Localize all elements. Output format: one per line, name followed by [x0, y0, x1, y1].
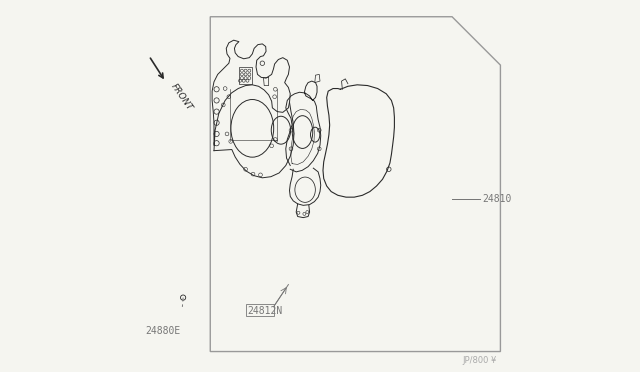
Text: JP/800 ¥: JP/800 ¥ [463, 356, 497, 365]
Text: 24812N: 24812N [248, 306, 283, 315]
Text: FRONT: FRONT [170, 81, 195, 112]
Text: 24810: 24810 [482, 194, 511, 204]
Text: 24880E: 24880E [145, 326, 180, 336]
